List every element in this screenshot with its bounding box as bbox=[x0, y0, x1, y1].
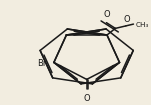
Text: O: O bbox=[83, 94, 90, 102]
Text: CH₃: CH₃ bbox=[135, 22, 149, 28]
Text: O: O bbox=[103, 10, 110, 19]
Text: O: O bbox=[123, 15, 130, 24]
Text: Br: Br bbox=[37, 59, 46, 68]
